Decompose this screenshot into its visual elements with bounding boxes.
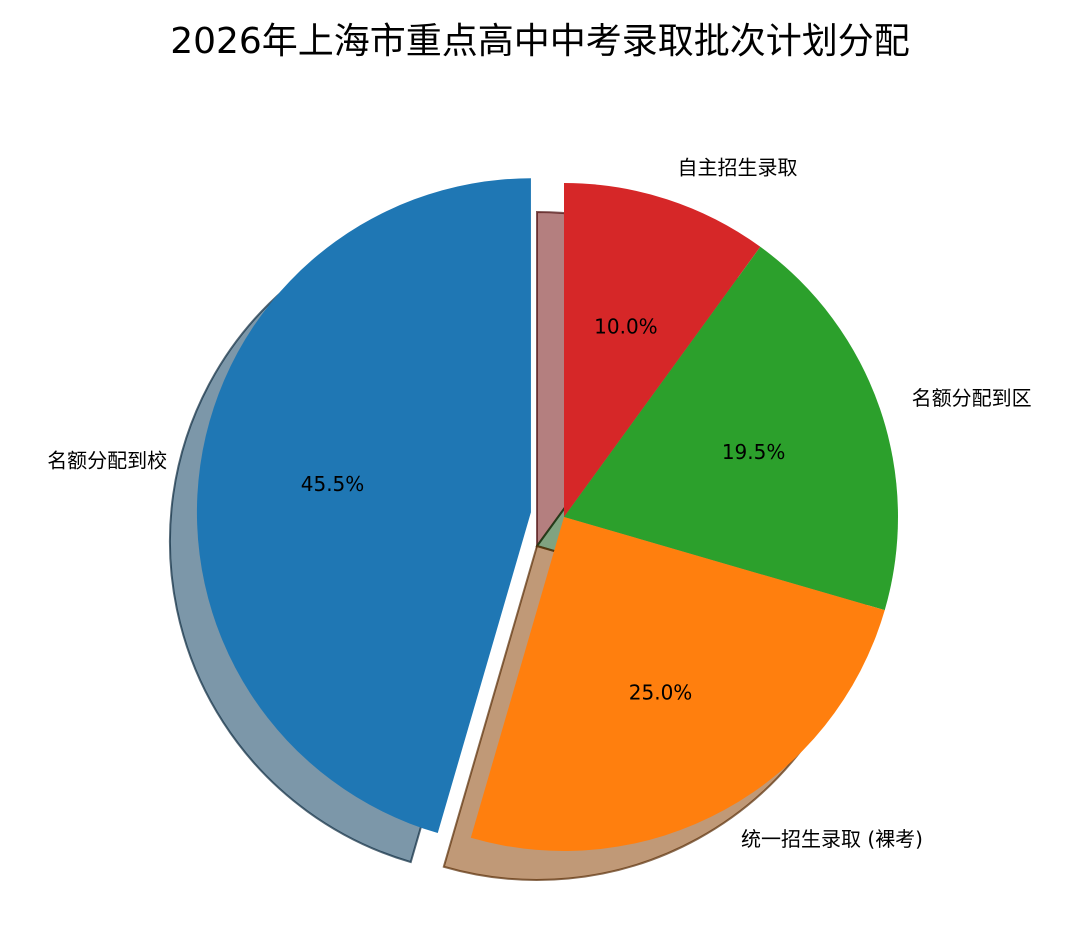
pie-slice-percentage-label: 19.5% xyxy=(722,440,786,464)
pie-slice xyxy=(196,178,531,834)
label-layer: 10.0% 自主招生录取 19.5% 名额分配到区 25.0% 统一招生录取 (裸考) 45… xyxy=(47,156,1031,851)
pie-slice-percentage-label: 45.5% xyxy=(301,472,365,496)
pie-slice-percentage-label: 10.0% xyxy=(594,314,658,338)
pie-slice-category-label: 名额分配到校 xyxy=(47,449,167,473)
pie-slice-percentage-label: 25.0% xyxy=(629,681,693,705)
pie-slice xyxy=(470,517,885,852)
pie-slice xyxy=(564,246,898,611)
pie-slice xyxy=(564,183,761,517)
slice-layer xyxy=(196,178,898,852)
chart-title: 2026年上海市重点高中中考录取批次计划分配 xyxy=(170,21,910,62)
pie-slice-category-label: 统一招生录取 (裸考) xyxy=(741,827,923,851)
pie-slice-category-label: 名额分配到区 xyxy=(912,386,1032,410)
pie-slice-category-label: 自主招生录取 xyxy=(678,156,798,180)
